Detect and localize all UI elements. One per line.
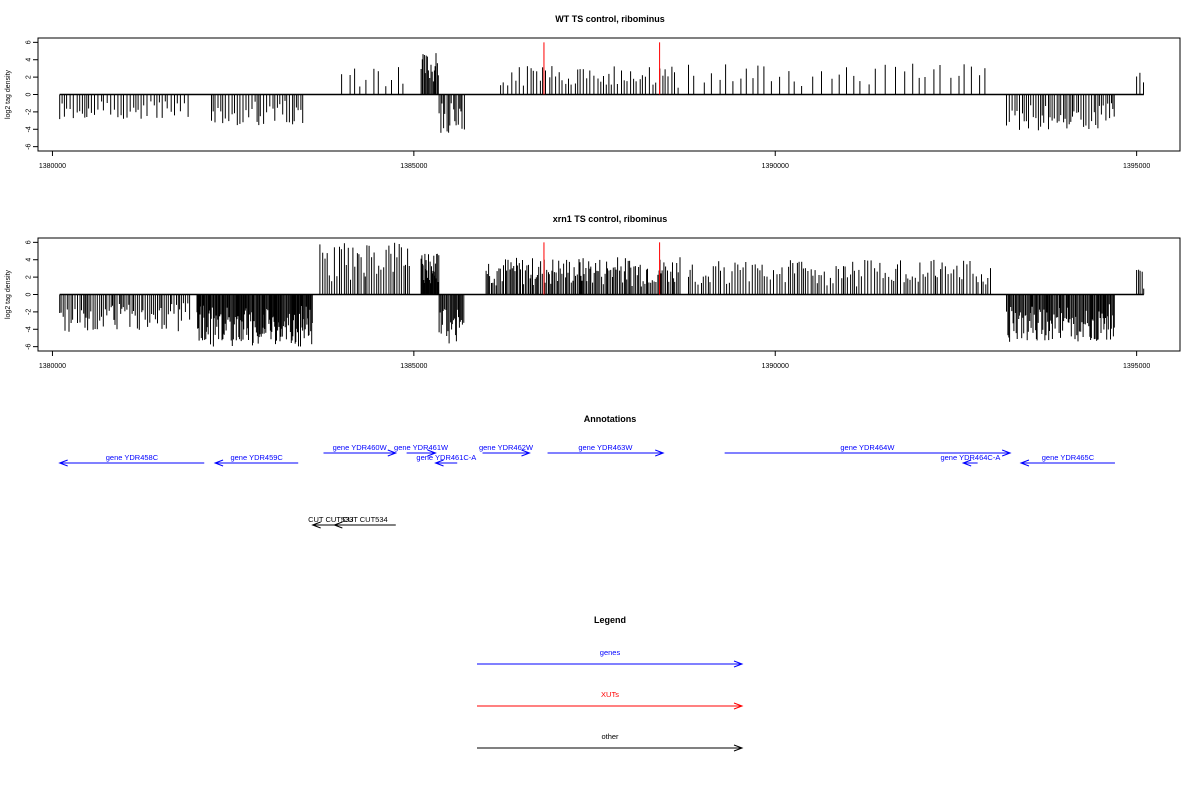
y-tick-label: 0 — [26, 292, 33, 296]
panel-wt-bars — [59, 42, 1144, 133]
y-tick-label: -2 — [26, 309, 33, 315]
panel-xrn1-x-axis: 1380000 1385000 1390000 1395000 — [39, 351, 1150, 370]
y-tick-label: -4 — [26, 326, 33, 332]
gene-arrow: gene YDR465C — [1019, 453, 1115, 467]
arrow-head — [733, 702, 744, 710]
y-tick-label: 0 — [26, 92, 33, 96]
arrow-head — [961, 459, 972, 467]
gene-arrow: gene YDR464W — [724, 443, 1012, 457]
legend-label: XUTs — [601, 690, 619, 699]
arrow-head — [434, 459, 444, 467]
arrow-head — [387, 449, 398, 457]
y-tick-label: 2 — [26, 75, 33, 79]
gene-arrow-label: gene YDR464C-A — [940, 453, 1000, 462]
x-tick-label: 1385000 — [400, 163, 427, 170]
panel-xrn1-ylabel: log2 tag density — [5, 269, 12, 319]
gene-arrow: gene YDR461W — [394, 443, 449, 457]
x-tick-label: 1390000 — [762, 363, 789, 370]
arrow-head — [58, 459, 68, 467]
panel-wt-x-axis: 1380000 1385000 1390000 1395000 — [39, 151, 1150, 170]
y-tick-label: -4 — [26, 126, 33, 132]
panel-xrn1: xrn1 TS control, ribominus log2 tag dens… — [5, 214, 1181, 370]
panel-wt-ylabel: log2 tag density — [5, 69, 12, 119]
legend-items: genes XUTs other — [477, 648, 744, 752]
arrow-head — [332, 521, 343, 529]
y-tick-label: 4 — [26, 58, 33, 62]
cut-arrow-label: CUT CUT533 — [308, 515, 353, 524]
annotations-title: Annotations — [584, 414, 637, 424]
gene-arrow: gene YDR459C — [213, 453, 299, 467]
gene-arrow-label: gene YDR463W — [578, 443, 633, 452]
arrow-head — [213, 459, 224, 467]
arrow-head — [655, 449, 665, 457]
x-tick-label: 1385000 — [400, 363, 427, 370]
panel-xrn1-title: xrn1 TS control, ribominus — [553, 214, 668, 224]
arrow-head — [311, 521, 321, 529]
arrow-head — [1019, 459, 1030, 467]
panel-wt-y-axis: 6 4 2 0 -2 -4 -6 — [26, 40, 38, 150]
arrow-head — [733, 744, 744, 752]
gene-arrow-label: gene YDR462W — [479, 443, 534, 452]
legend-title: Legend — [594, 615, 626, 625]
panel-wt-title: WT TS control, ribominus — [555, 14, 665, 24]
y-tick-label: 2 — [26, 275, 33, 279]
arrow-head — [521, 449, 531, 457]
arrow-head — [1001, 449, 1012, 457]
panel-xrn1-bars — [59, 242, 1145, 347]
gene-arrow: gene YDR462W — [479, 443, 534, 457]
legend-item-genes: genes — [477, 648, 744, 668]
x-tick-label: 1380000 — [39, 363, 66, 370]
panel-xrn1-y-axis: 6 4 2 0 -2 -4 -6 — [26, 240, 38, 350]
y-tick-label: 4 — [26, 258, 33, 262]
y-tick-label: -6 — [26, 343, 33, 349]
y-tick-label: 6 — [26, 40, 33, 44]
x-tick-label: 1395000 — [1123, 163, 1150, 170]
y-tick-label: 6 — [26, 240, 33, 244]
legend-panel: Legend genes XUTs other — [477, 615, 744, 752]
gene-arrow: gene YDR461C-A — [416, 453, 476, 467]
gene-arrow: gene YDR463W — [547, 443, 665, 457]
panel-wt: WT TS control, ribominus log2 tag densit… — [5, 14, 1181, 170]
arrow-head — [733, 660, 744, 668]
x-tick-label: 1390000 — [762, 163, 789, 170]
gene-arrow-label: gene YDR459C — [230, 453, 283, 462]
x-tick-label: 1380000 — [39, 163, 66, 170]
y-tick-label: -6 — [26, 143, 33, 149]
gene-arrow-label: gene YDR460W — [333, 443, 388, 452]
gene-arrow-label: gene YDR464W — [840, 443, 895, 452]
cut-arrow-label: CUT CUT534 — [342, 515, 387, 524]
gene-arrow: gene YDR464C-A — [940, 453, 1000, 467]
legend-item-other: other — [477, 732, 744, 752]
gene-arrow: gene YDR460W — [323, 443, 398, 457]
x-tick-label: 1395000 — [1123, 363, 1150, 370]
cut-arrow: CUT CUT534 — [332, 515, 396, 529]
gene-arrow-label: gene YDR461C-A — [416, 453, 476, 462]
legend-item-xuts: XUTs — [477, 690, 744, 710]
gene-arrow-label: gene YDR465C — [1042, 453, 1095, 462]
legend-label: genes — [600, 648, 621, 657]
gene-arrow-label: gene YDR461W — [394, 443, 449, 452]
y-tick-label: -2 — [26, 109, 33, 115]
annotation-tracks: gene YDR458C gene YDR459C gene YDR460W gene… — [58, 443, 1115, 529]
legend-label: other — [601, 732, 619, 741]
gene-arrow-label: gene YDR458C — [106, 453, 159, 462]
annotations-panel: Annotations gene YDR458C gene YDR459Cgene… — [58, 414, 1115, 529]
arrow-head — [427, 449, 437, 457]
gene-arrow: gene YDR458C — [58, 453, 205, 467]
